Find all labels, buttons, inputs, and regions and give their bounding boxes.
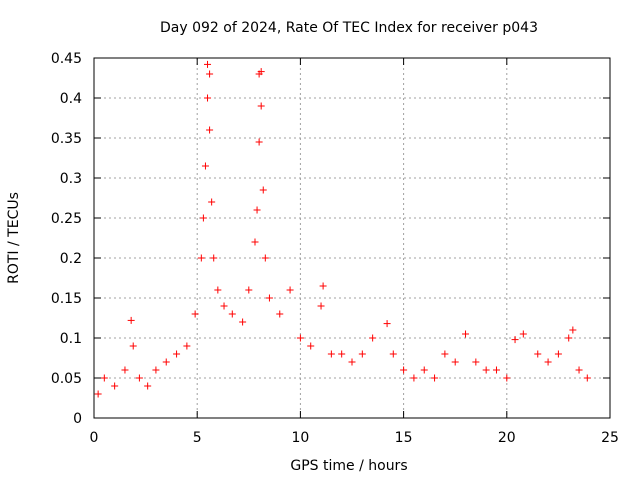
data-point	[204, 60, 212, 68]
data-point	[544, 358, 552, 366]
data-point	[253, 206, 261, 214]
data-point	[259, 186, 267, 194]
data-point	[338, 350, 346, 358]
data-point	[162, 358, 170, 366]
data-point	[255, 138, 263, 146]
data-point	[472, 358, 480, 366]
data-point	[127, 316, 135, 324]
data-point	[575, 366, 583, 374]
axis-ticks	[93, 57, 611, 419]
data-point	[492, 366, 500, 374]
data-point	[389, 350, 397, 358]
data-point	[286, 286, 294, 294]
data-point	[431, 374, 439, 382]
y-axis-label: ROTI / TECUs	[6, 192, 22, 284]
data-point	[519, 330, 527, 338]
data-point	[511, 336, 519, 344]
data-point	[319, 282, 327, 290]
data-point	[245, 286, 253, 294]
data-points	[94, 60, 591, 398]
data-point	[208, 198, 216, 206]
data-point	[420, 366, 428, 374]
y-tick-label: 0.4	[60, 91, 82, 107]
data-point	[296, 334, 304, 342]
data-point	[503, 374, 511, 382]
data-point	[197, 254, 205, 262]
data-point	[327, 350, 335, 358]
data-point	[144, 382, 152, 390]
data-point	[441, 350, 449, 358]
x-tick-label: 25	[601, 430, 619, 446]
y-tick-label: 0.15	[51, 291, 82, 307]
data-point	[251, 238, 259, 246]
x-tick-label: 20	[498, 430, 516, 446]
gridlines	[94, 58, 610, 418]
y-tick-label: 0.1	[60, 331, 82, 347]
chart-title: Day 092 of 2024, Rate Of TEC Index for r…	[160, 20, 538, 36]
data-point	[206, 70, 214, 78]
data-point	[199, 214, 207, 222]
data-point	[129, 342, 137, 350]
data-point	[257, 68, 265, 76]
data-point	[265, 294, 273, 302]
y-tick-label: 0	[73, 411, 82, 427]
y-tick-label: 0.05	[51, 371, 82, 387]
data-point	[400, 366, 408, 374]
data-point	[206, 126, 214, 134]
data-point	[348, 358, 356, 366]
data-point	[482, 366, 490, 374]
data-point	[183, 342, 191, 350]
y-tick-label: 0.45	[51, 51, 82, 67]
data-point	[214, 286, 222, 294]
data-point	[210, 254, 218, 262]
data-point	[135, 374, 143, 382]
data-point	[565, 334, 573, 342]
data-point	[94, 390, 102, 398]
y-tick-label: 0.25	[51, 211, 82, 227]
tick-labels: 0 5 10 15 20 25 0 0.05 0.1 0.15 0.2 0.25 0.3 0.35 0.4 0…	[51, 51, 619, 446]
x-tick-label: 5	[193, 430, 202, 446]
data-point	[173, 350, 181, 358]
data-point	[191, 310, 199, 318]
data-point	[239, 318, 247, 326]
x-tick-label: 10	[291, 430, 309, 446]
data-point	[220, 302, 228, 310]
data-point	[201, 162, 209, 170]
data-point	[583, 374, 591, 382]
x-tick-label: 0	[90, 430, 99, 446]
data-point	[451, 358, 459, 366]
data-point	[554, 350, 562, 358]
data-point	[383, 320, 391, 328]
data-point	[307, 342, 315, 350]
data-point	[410, 374, 418, 382]
data-point	[204, 94, 212, 102]
data-point	[358, 350, 366, 358]
data-point	[257, 102, 265, 110]
data-point	[276, 310, 284, 318]
data-point	[228, 310, 236, 318]
data-point	[317, 302, 325, 310]
data-point	[152, 366, 160, 374]
data-point	[121, 366, 129, 374]
plot-frame	[93, 57, 611, 419]
x-tick-label: 15	[395, 430, 413, 446]
data-point	[111, 382, 119, 390]
y-tick-label: 0.3	[60, 171, 82, 187]
x-axis-label: GPS time / hours	[290, 458, 407, 474]
y-tick-label: 0.35	[51, 131, 82, 147]
y-tick-label: 0.2	[60, 251, 82, 267]
data-point	[462, 330, 470, 338]
data-point	[100, 374, 108, 382]
data-point	[534, 350, 542, 358]
data-point	[261, 254, 269, 262]
data-point	[569, 326, 577, 334]
data-point	[369, 334, 377, 342]
